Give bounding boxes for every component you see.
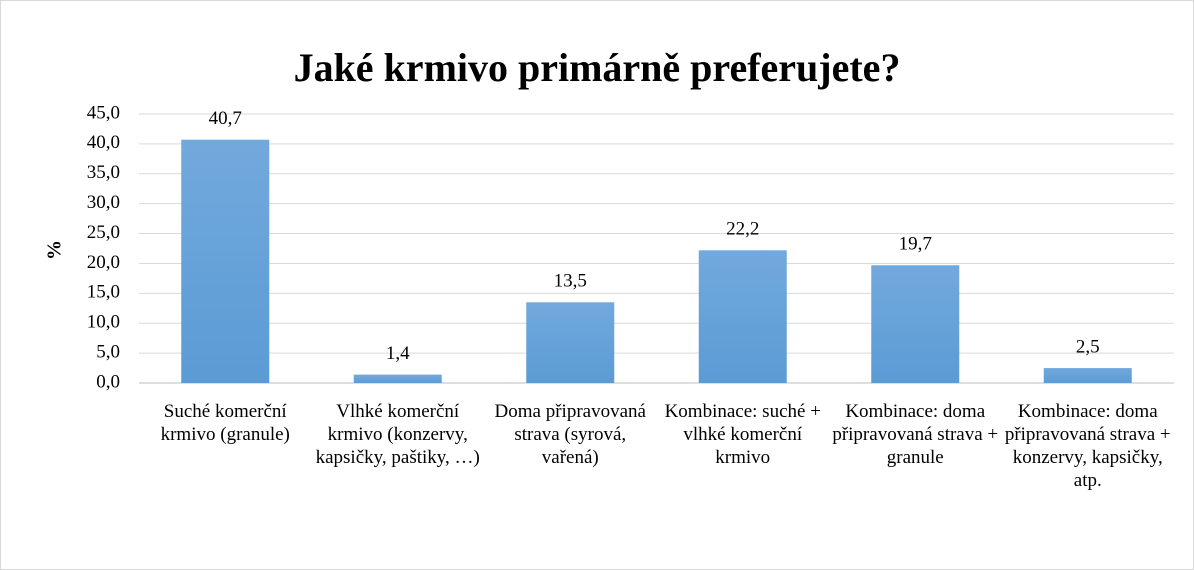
x-tick-label: Vlhké komerční krmivo (konzervy, kapsičk… [315,401,480,468]
bar [1043,368,1132,383]
y-tick-label: 30,0 [87,192,120,213]
x-tick-label: Suché komerční krmivo (granule) [160,401,290,445]
y-tick-label: 5,0 [96,341,120,362]
bar [353,374,442,383]
bar [526,302,615,383]
y-tick-label: 35,0 [87,162,120,183]
chart-title: Jaké krmivo primárně preferujete? [294,45,901,90]
y-tick-label: 40,0 [87,132,120,153]
data-label: 19,7 [899,234,932,255]
y-tick-label: 45,0 [87,102,120,123]
data-label: 13,5 [554,271,587,292]
data-label: 40,7 [209,108,242,129]
x-tick-label: Kombinace: doma připravovaná strava + ko… [1004,401,1171,491]
x-tick-label: Doma připravovaná strava (syrová, vařená… [494,401,646,468]
y-tick-label: 20,0 [87,252,120,273]
x-tick-label: Kombinace: doma připravovaná strava + gr… [832,401,999,468]
y-tick-label: 10,0 [87,312,120,333]
data-label: 2,5 [1076,336,1100,357]
bar [181,139,270,383]
bar [871,265,960,383]
bar [698,250,787,383]
y-axis-label: % [44,240,66,260]
y-tick-label: 25,0 [87,222,120,243]
y-tick-label: 15,0 [87,282,120,303]
y-tick-label: 0,0 [96,371,120,392]
data-label: 1,4 [386,343,410,364]
x-tick-label: Kombinace: suché + vlhké komerční krmivo [664,401,821,468]
data-label: 22,2 [726,219,759,240]
